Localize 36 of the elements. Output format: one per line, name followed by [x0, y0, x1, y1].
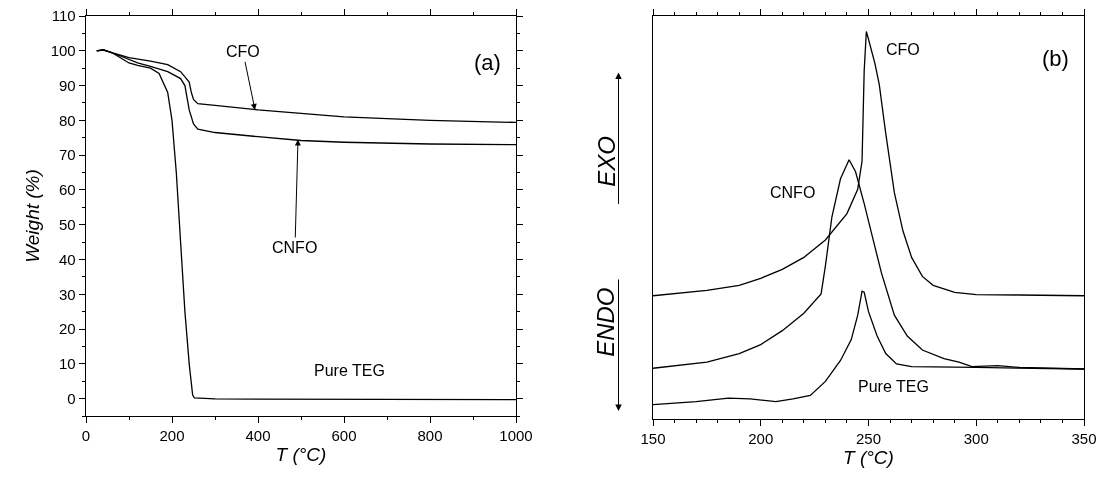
y-tick-label: 90 — [59, 76, 76, 94]
annotation: CFO — [886, 41, 920, 58]
annotation: Pure TEG — [314, 362, 385, 379]
x-tick-label: 250 — [855, 430, 882, 448]
x-tick-label: 200 — [159, 427, 185, 445]
y-tick-label: 60 — [59, 181, 76, 199]
annotation: Pure TEG — [858, 378, 929, 395]
x-tick-label: 800 — [417, 427, 443, 445]
annotation: CNFO — [272, 239, 318, 256]
text: ENDO — [592, 287, 620, 357]
annotation: CFO — [226, 43, 260, 60]
y-tick-label: 110 — [51, 7, 76, 25]
x-axis-title: T (°C) — [275, 443, 327, 465]
y-tick-label: 30 — [59, 285, 76, 303]
y-tick-label: 40 — [59, 250, 76, 268]
annotation: (a) — [474, 50, 501, 75]
y-axis-title: Weight (%) — [21, 169, 43, 263]
y-tick-label: 10 — [59, 355, 76, 373]
x-tick-label: 0 — [81, 427, 91, 445]
text: EXO — [592, 135, 620, 187]
y-tick-label: 0 — [67, 389, 76, 407]
y-tick-label: 20 — [59, 320, 76, 338]
x-tick-label: 150 — [640, 430, 666, 448]
annotation: (b) — [1042, 46, 1069, 71]
y-tick-label: 100 — [50, 42, 76, 60]
y-tick-label: 70 — [59, 146, 76, 164]
x-tick-label: 1000 — [499, 427, 533, 445]
x-tick-label: 350 — [1071, 430, 1097, 448]
x-tick-label: 600 — [331, 427, 357, 445]
x-tick-label: 200 — [748, 430, 774, 448]
y-tick-label: 50 — [59, 215, 76, 233]
y-tick-label: 80 — [59, 111, 76, 129]
x-tick-label: 300 — [963, 430, 989, 448]
annotation: CNFO — [770, 184, 816, 201]
x-axis-title: T (°C) — [843, 447, 894, 469]
x-tick-label: 400 — [245, 427, 271, 445]
